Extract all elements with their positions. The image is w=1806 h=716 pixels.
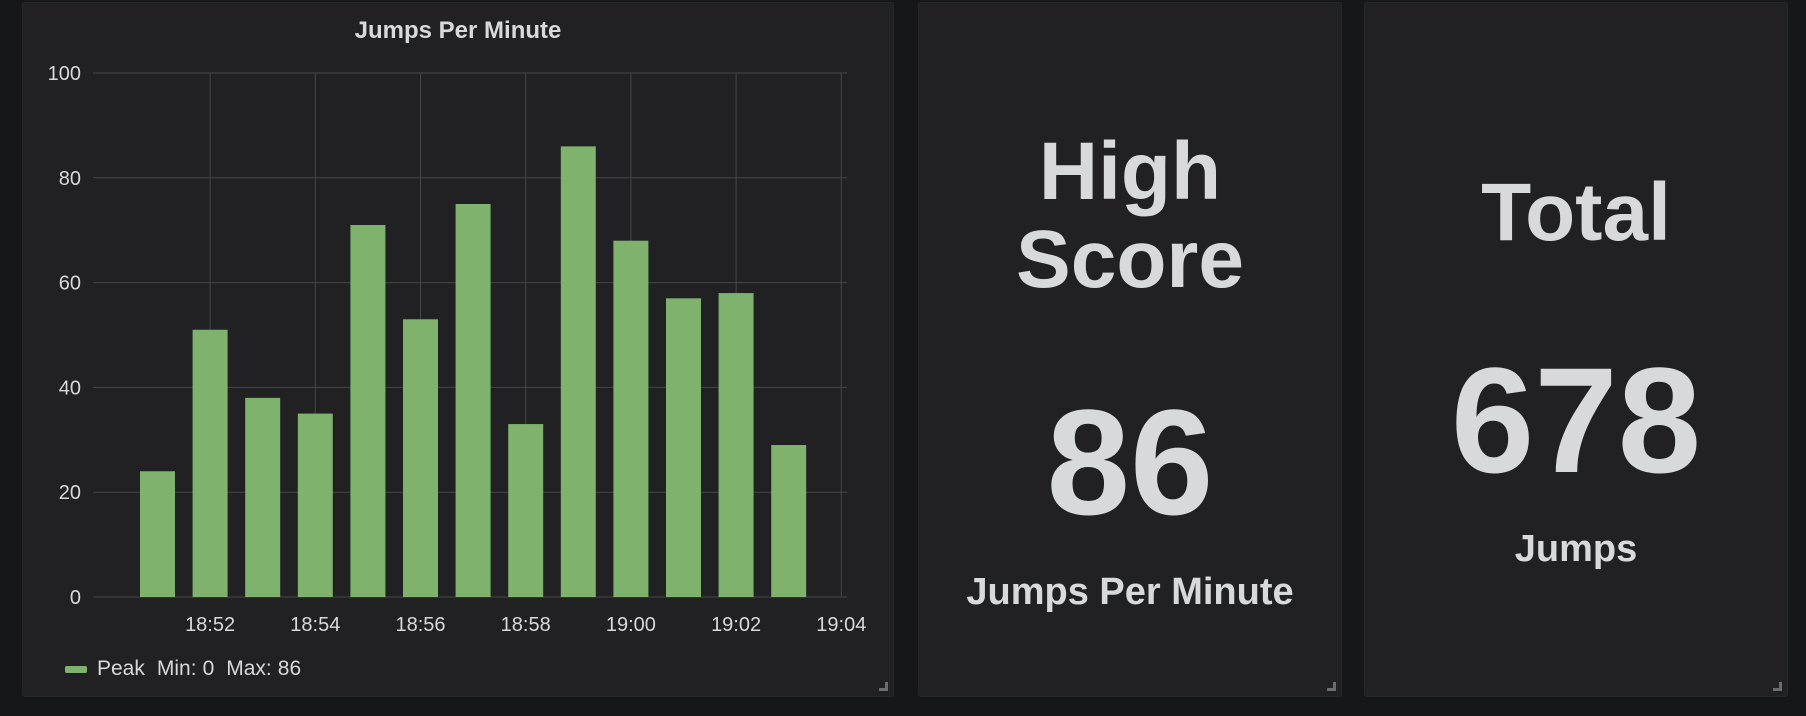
- bar: [508, 424, 544, 597]
- legend-max-value: 86: [277, 657, 302, 680]
- bar-chart: 0 20 40 60 80 100 18:52 18:54 18:56 18:58 19:00 19:…: [48, 63, 867, 636]
- x-tick-label: 18:56: [395, 614, 445, 636]
- bar: [455, 204, 491, 597]
- total-value: 678: [1450, 336, 1702, 504]
- total-panel[interactable]: Total 678 Jumps: [1364, 2, 1788, 697]
- x-tick-label: 18:54: [290, 614, 340, 636]
- legend-min-label: Min:: [156, 657, 197, 680]
- legend-series-name[interactable]: Peak: [97, 657, 145, 680]
- bar: [403, 319, 438, 597]
- bar: [613, 240, 649, 597]
- bar: [297, 413, 333, 597]
- resize-handle[interactable]: [1327, 682, 1336, 691]
- y-tick-label: 40: [59, 377, 81, 399]
- bar: [245, 397, 281, 597]
- chart-legend: Peak Min: 0 Max: 86: [65, 655, 301, 683]
- high-score-title: High Score: [919, 128, 1341, 304]
- y-tick-label: 20: [59, 482, 81, 504]
- high-score-title-line1: High: [1038, 126, 1222, 217]
- y-tick-label: 80: [59, 168, 81, 190]
- high-score-title-line2: Score: [1016, 214, 1244, 305]
- resize-handle[interactable]: [1773, 682, 1782, 691]
- high-score-value: 86: [1046, 378, 1214, 546]
- y-tick-label: 0: [70, 587, 81, 609]
- x-tick-label: 19:04: [816, 614, 866, 636]
- total-title: Total: [1481, 167, 1671, 258]
- legend-min-value: 0: [202, 657, 215, 680]
- legend-swatch[interactable]: [65, 665, 87, 673]
- bar: [560, 146, 596, 598]
- chart-panel[interactable]: Jumps Per Minute 0 20 40 60 80 100 18:52 18:54 1…: [22, 2, 894, 697]
- bar: [666, 298, 701, 597]
- high-score-panel[interactable]: High Score 86 Jumps Per Minute: [918, 2, 1342, 697]
- bar: [771, 445, 807, 597]
- high-score-unit: Jumps Per Minute: [966, 571, 1294, 613]
- y-tick-label: 60: [59, 273, 81, 295]
- bar: [192, 329, 228, 597]
- x-tick-label: 19:00: [606, 614, 656, 636]
- total-unit: Jumps: [1514, 528, 1638, 570]
- bar: [140, 471, 175, 597]
- bar: [350, 224, 386, 597]
- legend-max-label: Max:: [226, 657, 272, 680]
- x-tick-label: 18:58: [501, 614, 551, 636]
- y-tick-label: 100: [48, 63, 81, 85]
- x-tick-label: 18:52: [185, 614, 235, 636]
- bar: [718, 293, 754, 597]
- resize-handle[interactable]: [879, 682, 888, 691]
- chart-panel-title[interactable]: Jumps Per Minute: [354, 17, 562, 44]
- x-tick-label: 19:02: [711, 614, 761, 636]
